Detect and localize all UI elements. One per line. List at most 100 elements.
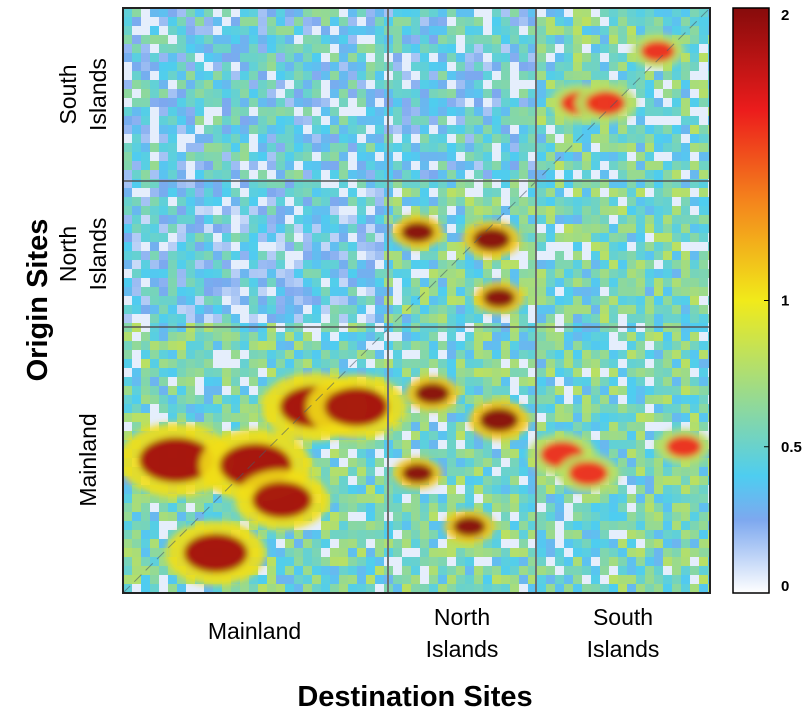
- heatmap-cell: [492, 359, 502, 369]
- heatmap-cell: [438, 107, 448, 117]
- heatmap-cell: [474, 431, 484, 441]
- heatmap-cell: [564, 323, 574, 333]
- heatmap-cell: [636, 548, 646, 558]
- heatmap-cell: [330, 350, 340, 360]
- heatmap-cell: [690, 296, 700, 306]
- heatmap-cell: [438, 143, 448, 153]
- heatmap-cell: [393, 350, 403, 360]
- heatmap-cell: [474, 377, 484, 387]
- heatmap-cell: [654, 206, 664, 216]
- heatmap-cell: [537, 134, 547, 144]
- heatmap-cell: [294, 143, 304, 153]
- heatmap-cell: [267, 566, 277, 576]
- heatmap-cell: [690, 350, 700, 360]
- heatmap-cell: [438, 278, 448, 288]
- heatmap-cell: [465, 8, 475, 18]
- heatmap-cell: [645, 521, 655, 531]
- heatmap-cell: [537, 377, 547, 387]
- heatmap-cell: [699, 287, 709, 297]
- heatmap-cell: [636, 359, 646, 369]
- heatmap-cell: [429, 305, 439, 315]
- heatmap-cell: [564, 215, 574, 225]
- heatmap-cell: [564, 17, 574, 27]
- heatmap-cell: [348, 17, 358, 27]
- heatmap-cell: [348, 305, 358, 315]
- heatmap-cell: [321, 8, 331, 18]
- heatmap-cell: [636, 98, 646, 108]
- heatmap-cell: [555, 332, 565, 342]
- heatmap-cell: [690, 206, 700, 216]
- heatmap-cell: [123, 395, 133, 405]
- heatmap-cell: [438, 359, 448, 369]
- heatmap-cell: [411, 449, 421, 459]
- heatmap-cell: [627, 395, 637, 405]
- heatmap-cell: [339, 161, 349, 171]
- heatmap-cell: [636, 350, 646, 360]
- heatmap-cell: [465, 125, 475, 135]
- heatmap-cell: [339, 485, 349, 495]
- heatmap-cell: [447, 26, 457, 36]
- heatmap-cell: [168, 404, 178, 414]
- heatmap-cell: [654, 386, 664, 396]
- heatmap-cell: [555, 557, 565, 567]
- heatmap-cell: [654, 287, 664, 297]
- heatmap-cell: [456, 548, 466, 558]
- heatmap-cell: [411, 503, 421, 513]
- heatmap-cell: [222, 53, 232, 63]
- heatmap-cell: [654, 557, 664, 567]
- heatmap-cell: [276, 224, 286, 234]
- heatmap-cell: [366, 341, 376, 351]
- heatmap-cell: [447, 548, 457, 558]
- heatmap-cell: [222, 161, 232, 171]
- heatmap-cell: [186, 260, 196, 270]
- heatmap-cell: [195, 215, 205, 225]
- heatmap-cell: [366, 134, 376, 144]
- heatmap-cell: [537, 566, 547, 576]
- heatmap-cell: [312, 170, 322, 180]
- heatmap-cell: [330, 512, 340, 522]
- heatmap-cell: [123, 152, 133, 162]
- heatmap-cell: [276, 143, 286, 153]
- heatmap-cell: [438, 125, 448, 135]
- heatmap-cell: [249, 107, 259, 117]
- heatmap-cell: [699, 422, 709, 432]
- heatmap-cell: [645, 197, 655, 207]
- heatmap-cell: [393, 332, 403, 342]
- heatmap-cell: [636, 503, 646, 513]
- heatmap-cell: [672, 170, 682, 180]
- heatmap-cell: [420, 179, 430, 189]
- heatmap-cell: [186, 377, 196, 387]
- heatmap-cell: [204, 233, 214, 243]
- heatmap-cell: [618, 287, 628, 297]
- heatmap-cell: [591, 386, 601, 396]
- heatmap-cell: [366, 71, 376, 81]
- heatmap-cell: [456, 170, 466, 180]
- heatmap-cell: [123, 8, 133, 18]
- heatmap-cell: [231, 314, 241, 324]
- heatmap-cell: [213, 134, 223, 144]
- heatmap-cell: [321, 179, 331, 189]
- heatmap-cell: [132, 404, 142, 414]
- heatmap-cell: [492, 548, 502, 558]
- heatmap-cell: [204, 251, 214, 261]
- heatmap-cell: [564, 206, 574, 216]
- heatmap-cell: [231, 8, 241, 18]
- heatmap-cell: [555, 413, 565, 423]
- heatmap-cell: [123, 368, 133, 378]
- heatmap-cell: [222, 17, 232, 27]
- heatmap-cell: [654, 458, 664, 468]
- heatmap-cell: [645, 242, 655, 252]
- heatmap-cell: [429, 341, 439, 351]
- heatmap-cell: [564, 26, 574, 36]
- heatmap-cell: [285, 134, 295, 144]
- heatmap-cell: [420, 548, 430, 558]
- heatmap-cell: [528, 341, 538, 351]
- heatmap-cell: [663, 278, 673, 288]
- heatmap-cell: [420, 251, 430, 261]
- heatmap-cell: [258, 287, 268, 297]
- heatmap-cell: [474, 449, 484, 459]
- heatmap-cell: [339, 188, 349, 198]
- heatmap-cell: [681, 260, 691, 270]
- heatmap-cell: [321, 314, 331, 324]
- heatmap-cell: [600, 8, 610, 18]
